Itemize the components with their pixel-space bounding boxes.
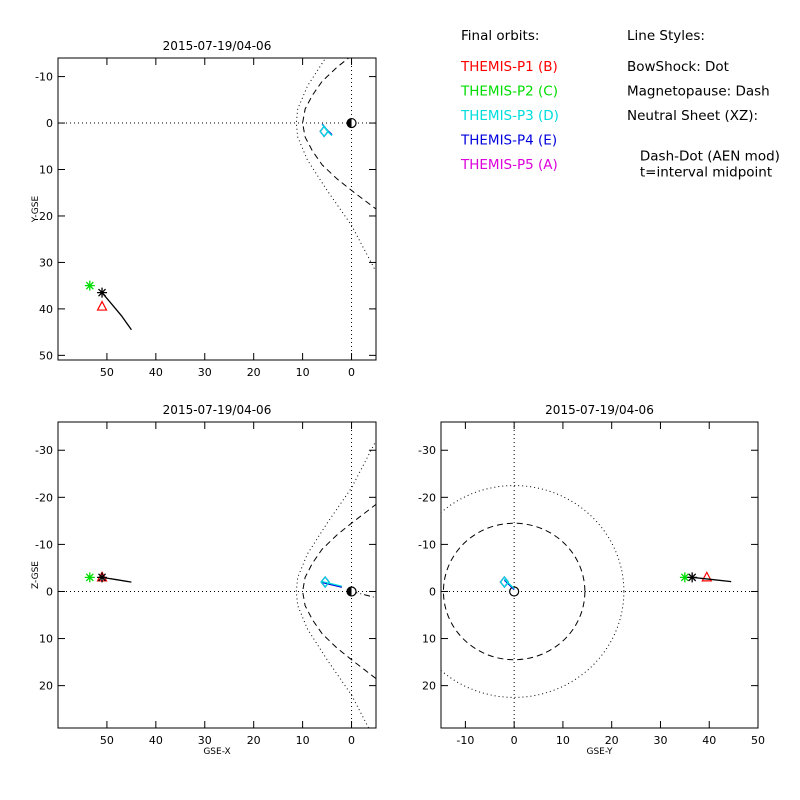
y-tick-label: -20 bbox=[35, 491, 53, 504]
x-tick-label: 40 bbox=[149, 366, 163, 379]
plot-panel: 2015-07-19/04-06 50 40 30 20 10 0 -10 0 10 20 30 40 5… bbox=[31, 39, 377, 379]
probe-position-marker bbox=[84, 572, 95, 583]
orbit-track bbox=[101, 292, 132, 331]
y-tick-label: 10 bbox=[39, 164, 53, 177]
legend-probe-label: THEMIS-P2 (C) bbox=[460, 84, 558, 100]
x-tick-label: 10 bbox=[556, 734, 570, 747]
legend-probe-label: THEMIS-P5 (A) bbox=[460, 157, 558, 173]
x-tick-label: 40 bbox=[149, 734, 163, 747]
probe-position-marker bbox=[320, 576, 330, 589]
x-tick-label: 20 bbox=[605, 734, 619, 747]
y-tick-label: 0 bbox=[46, 117, 53, 130]
probe-position-marker bbox=[84, 280, 95, 291]
y-tick-label: 10 bbox=[39, 633, 53, 646]
legend: Final orbits: THEMIS-P1 (B) THEMIS-P2 (C)… bbox=[460, 28, 780, 181]
probe-position-marker bbox=[319, 125, 329, 138]
y-tick-label: -30 bbox=[418, 444, 436, 457]
legend-probe-label: THEMIS-P1 (B) bbox=[460, 59, 558, 75]
plot-title: 2015-07-19/04-06 bbox=[545, 403, 654, 417]
legend-orbits-title: Final orbits: bbox=[461, 28, 539, 44]
y-axis-label: Z-GSE bbox=[31, 561, 41, 589]
y-axis-label: Y-GSE bbox=[31, 196, 41, 224]
y-tick-label: -20 bbox=[418, 491, 436, 504]
x-tick-label: 0 bbox=[348, 366, 355, 379]
orbit-track bbox=[692, 576, 732, 583]
legend-style-label: Magnetopause: Dash bbox=[627, 84, 770, 100]
x-tick-label: 20 bbox=[247, 366, 261, 379]
plot-title: 2015-07-19/04-06 bbox=[163, 403, 272, 417]
bow-shock-circle bbox=[441, 485, 625, 698]
orbit-track bbox=[322, 581, 342, 588]
y-tick-label: 20 bbox=[39, 680, 53, 693]
probe-position-marker bbox=[97, 287, 108, 298]
orbit-track bbox=[503, 578, 515, 590]
y-tick-label: -10 bbox=[35, 71, 53, 84]
plot-title: 2015-07-19/04-06 bbox=[163, 39, 272, 53]
y-tick-label: 20 bbox=[39, 210, 53, 223]
y-tick-label: 0 bbox=[46, 585, 53, 598]
legend-probe-label: THEMIS-P4 (E) bbox=[460, 133, 557, 149]
plot-panels: 2015-07-19/04-06 50 40 30 20 10 0 -10 0 10 20 30 40 5… bbox=[31, 39, 765, 757]
magnetopause-curve bbox=[302, 504, 376, 679]
x-tick-label: 20 bbox=[247, 734, 261, 747]
orbit-track bbox=[322, 580, 342, 587]
legend-styles-title: Line Styles: bbox=[627, 28, 705, 44]
probe-position-marker bbox=[96, 300, 108, 311]
x-tick-label: 50 bbox=[100, 734, 114, 747]
legend-style-label: Neutral Sheet (XZ): bbox=[627, 108, 758, 124]
probe-position-marker bbox=[97, 572, 108, 583]
axes-frame bbox=[440, 421, 759, 729]
legend-style-label: Dash-Dot (AEN mod) bbox=[627, 149, 780, 165]
x-axis-label: GSE-X bbox=[203, 747, 230, 757]
legend-probe-label: THEMIS-P3 (D) bbox=[460, 108, 559, 124]
bow-shock-curve bbox=[295, 58, 376, 272]
x-tick-label: -10 bbox=[456, 734, 474, 747]
y-tick-label: 10 bbox=[422, 633, 436, 646]
legend-style-label: BowShock: Dot bbox=[627, 59, 729, 75]
magnetopause-circle bbox=[442, 522, 586, 661]
legend-style-list: BowShock: Dot Magnetopause: Dash Neutral S… bbox=[627, 59, 780, 181]
axes-frame bbox=[57, 57, 377, 361]
y-tick-label: 50 bbox=[39, 349, 53, 362]
probe-position-marker bbox=[499, 576, 510, 589]
x-tick-label: 10 bbox=[296, 734, 310, 747]
orbit-track bbox=[101, 576, 132, 583]
y-tick-label: 20 bbox=[422, 680, 436, 693]
y-tick-label: -30 bbox=[35, 444, 53, 457]
x-tick-label: 30 bbox=[198, 734, 212, 747]
y-tick-label: -10 bbox=[35, 538, 53, 551]
magnetopause-curve bbox=[302, 58, 376, 210]
earth-night-side bbox=[347, 586, 352, 596]
x-tick-label: 40 bbox=[702, 734, 716, 747]
bow-shock-curve bbox=[295, 440, 376, 728]
plot-panel: 2015-07-19/04-06 50 40 30 20 10 0 -30 -20 -10 0 10 2… bbox=[31, 403, 377, 757]
x-tick-label: 50 bbox=[751, 734, 765, 747]
x-tick-label: 30 bbox=[653, 734, 667, 747]
x-tick-label: 30 bbox=[198, 366, 212, 379]
probe-position-marker bbox=[679, 572, 690, 583]
axes-frame bbox=[57, 421, 377, 729]
probe-position-marker bbox=[701, 571, 713, 582]
orbit-track bbox=[503, 579, 515, 591]
legend-probe-list: THEMIS-P1 (B) THEMIS-P2 (C) THEMIS-P3 (D) T… bbox=[460, 59, 559, 173]
x-tick-label: 50 bbox=[100, 366, 114, 379]
x-tick-label: 10 bbox=[296, 366, 310, 379]
x-axis-label: GSE-Y bbox=[586, 747, 613, 757]
y-tick-label: -10 bbox=[418, 538, 436, 551]
y-tick-label: 40 bbox=[39, 303, 53, 316]
y-tick-label: 30 bbox=[39, 256, 53, 269]
earth-night-side bbox=[347, 118, 352, 128]
y-tick-label: 0 bbox=[429, 585, 436, 598]
probe-position-marker bbox=[687, 572, 698, 583]
plot-panel: 2015-07-19/04-06 -10 0 10 20 30 40 50 -30 -20 -10 0… bbox=[418, 403, 765, 757]
earth-marker bbox=[509, 586, 520, 597]
legend-style-label: t=interval midpoint bbox=[627, 165, 772, 181]
x-tick-label: 0 bbox=[511, 734, 518, 747]
x-tick-label: 0 bbox=[348, 734, 355, 747]
